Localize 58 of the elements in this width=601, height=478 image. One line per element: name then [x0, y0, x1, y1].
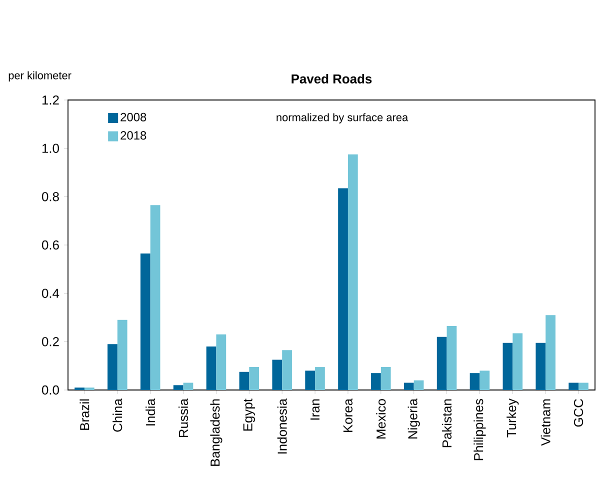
x-tick-label: Brazil — [80, 399, 90, 430]
bar — [173, 385, 184, 390]
bar — [108, 344, 118, 390]
y-tick-label: 0.8 — [42, 192, 59, 202]
bar — [315, 367, 325, 390]
bar — [380, 367, 391, 390]
x-tick-label: Vietnam — [540, 399, 550, 446]
bar — [305, 370, 316, 390]
bar — [282, 350, 292, 390]
x-tick-label: Russia — [178, 398, 188, 438]
bar — [150, 205, 160, 390]
x-tick-label: China — [112, 398, 122, 432]
x-tick-label: Indonesia — [277, 398, 287, 454]
x-tick-label: India — [146, 398, 156, 426]
bar — [183, 382, 194, 390]
y-tick-label: 0.6 — [42, 240, 59, 250]
bar — [140, 253, 150, 390]
bar — [371, 373, 381, 390]
y-tick-label: 1.2 — [42, 95, 59, 105]
x-tick-label: Egypt — [243, 398, 255, 431]
bar — [206, 346, 216, 390]
x-tick-label: Philippines — [474, 398, 486, 460]
x-tick-label: Bangladesh — [210, 399, 222, 466]
x-tick-label: Korea — [343, 398, 352, 432]
y-axis-title: per kilometer — [8, 71, 72, 82]
x-tick-label: GCC — [574, 399, 584, 427]
bar — [249, 367, 260, 390]
bar — [272, 360, 282, 390]
bar — [216, 334, 226, 390]
bar — [338, 188, 348, 390]
y-tick-label: 0.2 — [42, 337, 59, 346]
bar — [568, 382, 579, 390]
y-tick-label: 0.0 — [42, 385, 59, 395]
bar — [578, 382, 588, 390]
chart-title: Paved Roads — [292, 74, 372, 84]
x-tick-label: Pakistan — [442, 399, 452, 448]
bar — [239, 372, 250, 390]
bar — [414, 380, 424, 390]
bar — [446, 326, 457, 390]
bar — [480, 370, 490, 390]
bar — [502, 342, 513, 390]
x-tick-label: Nigeria — [408, 398, 420, 438]
bar — [404, 382, 414, 390]
bar — [536, 342, 546, 390]
annotation: normalized by surface area — [276, 113, 408, 124]
legend-label: 2008 — [120, 112, 146, 122]
x-tick-label: Turkey — [506, 398, 519, 438]
legend-label: 2018 — [120, 131, 146, 140]
bar — [117, 320, 128, 390]
bar — [512, 333, 523, 390]
bar — [348, 154, 358, 390]
y-tick-label: 1.0 — [42, 144, 59, 153]
x-tick-label: Iran — [310, 399, 320, 420]
bar — [470, 373, 480, 390]
bar — [546, 315, 556, 390]
bar — [436, 336, 447, 390]
x-tick-label: Mexico — [376, 399, 386, 438]
y-tick-label: 0.4 — [42, 288, 60, 298]
